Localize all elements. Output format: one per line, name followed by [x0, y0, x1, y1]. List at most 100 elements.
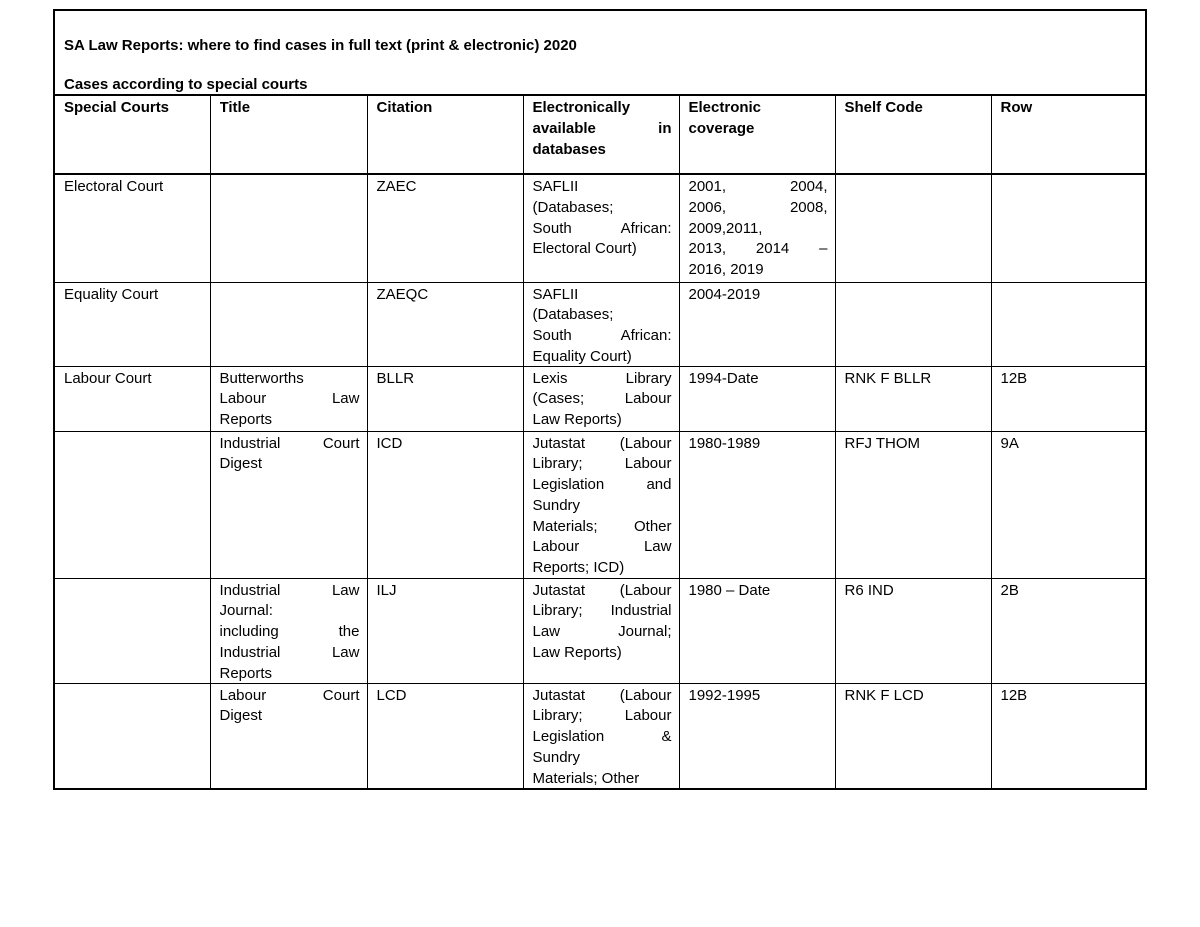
cell-shelf-code: R6 IND — [834, 577, 992, 684]
cell-text-line: 9A — [1000, 434, 1019, 452]
cell-text-line: 2009,2011, — [688, 219, 763, 237]
cell-databases: Jutastat (Labour Library; Labour Legislati… — [522, 430, 680, 579]
cell-text-line: LCD — [376, 686, 407, 704]
cell-text-line: Reports; ICD) — [532, 559, 625, 577]
table-row: Labour Court Digest LCD Jutastat (Labour Lib… — [55, 682, 1145, 788]
cell-row: 9A — [990, 430, 1145, 579]
cell-text-line: Legislation & — [532, 728, 672, 746]
cell-databases: SAFLII (Databases; South African: Electoral… — [522, 173, 680, 283]
cell-text-line: including the — [219, 623, 360, 641]
table-row: Electoral Court ZAEC SAFLII (Databases; Sout… — [55, 173, 1145, 283]
cell-text-line: Reports — [219, 664, 273, 682]
cell-title: Industrial Court Digest — [209, 430, 368, 579]
cell-text-line: Jutastat (Labour — [532, 581, 672, 599]
title-box: SA Law Reports: where to find cases in f… — [55, 11, 1145, 96]
table-header-row: Special Courts Title Citation Electronicall… — [55, 96, 1145, 175]
cell-text-line: Special Courts — [64, 99, 170, 116]
cell-text-line: R6 IND — [844, 581, 894, 599]
cell-coverage: 1992-1995 — [678, 682, 836, 788]
cell-text-line: Reports — [219, 411, 273, 429]
cell-text-line: RNK F BLLR — [844, 369, 932, 387]
cell-special-court — [55, 682, 211, 788]
header-shelf-code: Shelf Code — [834, 96, 992, 175]
cell-text-line: 1994-Date — [688, 369, 759, 387]
cell-text-line: Lexis Library — [532, 369, 672, 387]
cell-text-line: Labour Court — [219, 686, 360, 704]
cell-citation: ILJ — [366, 577, 524, 684]
cell-title — [209, 173, 368, 283]
cell-text-line: databases — [532, 140, 606, 158]
cell-special-court: Labour Court — [55, 365, 211, 432]
cell-text-line: Library; Labour — [532, 455, 672, 473]
cell-special-court — [55, 430, 211, 579]
cell-text-line: Equality Court — [64, 285, 159, 303]
table-row: Industrial Law Journal: including the Indus… — [55, 577, 1145, 684]
cell-text-line: (Cases; Labour — [532, 390, 672, 408]
cell-text-line: Sundry — [532, 496, 581, 514]
cell-citation: ZAEQC — [366, 281, 524, 367]
section-subtitle: Cases according to special courts — [64, 76, 308, 93]
cell-row — [990, 281, 1145, 367]
cell-shelf-code: RNK F BLLR — [834, 365, 992, 432]
cell-text-line: 1992-1995 — [688, 686, 761, 704]
cell-title: Labour Court Digest — [209, 682, 368, 788]
cell-citation: ICD — [366, 430, 524, 579]
cell-text-line: 12B — [1000, 686, 1028, 704]
cell-text-line: (Databases; — [532, 198, 614, 216]
cell-text-line: ILJ — [376, 581, 397, 599]
cell-text-line: Digest — [219, 455, 263, 473]
cell-text-line: Butterworths — [219, 369, 304, 387]
cell-row — [990, 173, 1145, 283]
cell-text-line: Electoral Court — [64, 178, 164, 195]
cell-text-line: ICD — [376, 434, 403, 452]
cell-shelf-code: RFJ THOM — [834, 430, 992, 579]
cell-text-line: South African: — [532, 327, 672, 345]
cell-text-line: Jutastat (Labour — [532, 434, 672, 452]
special-courts-table: Special Courts Title Citation Electronicall… — [55, 96, 1145, 788]
cell-title: Industrial Law Journal: including the Indus… — [209, 577, 368, 684]
cell-shelf-code — [834, 281, 992, 367]
document-title: SA Law Reports: where to find cases in f… — [64, 37, 577, 54]
cell-text-line: SAFLII — [532, 285, 579, 303]
cell-text-line: Library; Labour — [532, 707, 672, 725]
cell-text-line: SAFLII — [532, 178, 579, 195]
cell-text-line: 2016, 2019 — [688, 261, 764, 279]
cell-text-line: Industrial Court — [219, 434, 360, 452]
cell-text-line: 1980 – Date — [688, 581, 771, 599]
table-row: Industrial Court Digest ICD Jutastat (Labou… — [55, 430, 1145, 579]
cell-special-court: Equality Court — [55, 281, 211, 367]
cell-text-line: Sundry — [532, 748, 581, 766]
cell-coverage: 2004-2019 — [678, 281, 836, 367]
cell-text-line: Legislation and — [532, 476, 672, 494]
cell-citation: LCD — [366, 682, 524, 788]
cell-databases: Jutastat (Labour Library; Labour Legislati… — [522, 682, 680, 788]
cell-text-line: 12B — [1000, 369, 1028, 387]
cell-text-line: Row — [1000, 99, 1033, 116]
header-title: Title — [209, 96, 368, 175]
cell-text-line: Library; Industrial — [532, 602, 672, 620]
cell-text-line: 2001, 2004, — [688, 178, 828, 195]
cell-databases: Jutastat (Labour Library; Industrial Law J… — [522, 577, 680, 684]
cell-text-line: Law Journal; — [532, 623, 672, 641]
cell-text-line: Electronically — [532, 99, 631, 116]
cell-databases: Lexis Library (Cases; Labour Law Reports) — [522, 365, 680, 432]
cell-text-line: RFJ THOM — [844, 434, 921, 452]
cell-text-line: ZAEC — [376, 178, 417, 195]
cell-special-court: Electoral Court — [55, 173, 211, 283]
cell-coverage: 1980 – Date — [678, 577, 836, 684]
cell-text-line: (Databases; — [532, 306, 614, 324]
cell-text-line: coverage — [688, 119, 755, 137]
cell-text-line: South African: — [532, 219, 672, 237]
cell-text-line: 2B — [1000, 581, 1019, 599]
cell-text-line: Industrial Law — [219, 643, 360, 661]
cell-text-line: Law Reports) — [532, 411, 622, 429]
cell-text-line: Materials; Other — [532, 517, 672, 535]
cell-text-line: ZAEQC — [376, 285, 429, 303]
header-citation: Citation — [366, 96, 524, 175]
header-row: Row — [990, 96, 1145, 175]
cell-citation: BLLR — [366, 365, 524, 432]
cell-databases: SAFLII (Databases; South African: Equality … — [522, 281, 680, 367]
cell-coverage: 1994-Date — [678, 365, 836, 432]
cell-text-line: Digest — [219, 707, 263, 725]
cell-text-line: Law Reports) — [532, 643, 622, 661]
